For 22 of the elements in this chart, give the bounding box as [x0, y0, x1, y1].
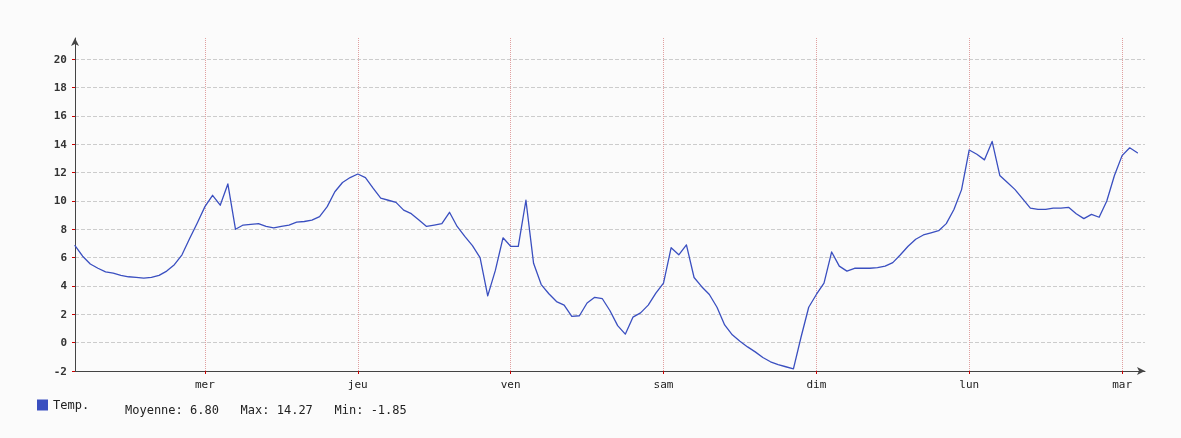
y-tick-label: 20	[53, 52, 67, 66]
y-tick-label: -2	[53, 364, 67, 378]
x-tick-label: lun	[959, 378, 980, 391]
y-tick-label: 0	[60, 336, 67, 350]
x-tick-label: ven	[500, 378, 521, 391]
legend-label: Temp.	[53, 398, 90, 412]
y-tick-label: 8	[60, 222, 67, 236]
x-tick-label: mar	[1112, 378, 1133, 391]
y-tick-label: 18	[53, 81, 67, 95]
y-tick-label: 16	[53, 109, 68, 123]
x-tick-label: sam	[653, 378, 674, 391]
x-tick-label: dim	[806, 378, 827, 391]
y-tick-label: 12	[53, 166, 67, 180]
line-series	[74, 140, 1139, 370]
x-tick-label: jeu	[347, 378, 368, 391]
y-tick-label: 10	[53, 194, 67, 208]
text: Moyenne: 6.80 Max: 14.27 Min: -1.85	[125, 403, 407, 417]
y-tick-label: 14	[53, 137, 68, 151]
x-tick-label: mer	[194, 378, 216, 391]
y-tick-label: 6	[60, 251, 68, 265]
y-tick-label: 2	[60, 307, 67, 321]
y-tick-label: 4	[60, 279, 68, 293]
